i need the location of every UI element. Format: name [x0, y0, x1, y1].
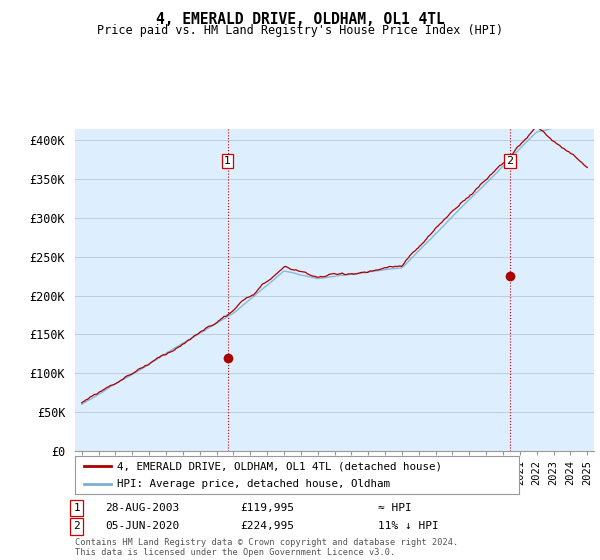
Text: 05-JUN-2020: 05-JUN-2020 — [105, 521, 179, 531]
Text: ≈ HPI: ≈ HPI — [378, 503, 412, 513]
Text: 2: 2 — [506, 156, 514, 166]
Text: 28-AUG-2003: 28-AUG-2003 — [105, 503, 179, 513]
Text: 11% ↓ HPI: 11% ↓ HPI — [378, 521, 439, 531]
Text: 4, EMERALD DRIVE, OLDHAM, OL1 4TL: 4, EMERALD DRIVE, OLDHAM, OL1 4TL — [155, 12, 445, 27]
Text: £224,995: £224,995 — [240, 521, 294, 531]
Text: HPI: Average price, detached house, Oldham: HPI: Average price, detached house, Oldh… — [117, 479, 390, 489]
Text: 1: 1 — [224, 156, 231, 166]
Text: £119,995: £119,995 — [240, 503, 294, 513]
Text: 2: 2 — [73, 521, 80, 531]
Text: 1: 1 — [73, 503, 80, 513]
Text: 4, EMERALD DRIVE, OLDHAM, OL1 4TL (detached house): 4, EMERALD DRIVE, OLDHAM, OL1 4TL (detac… — [117, 461, 442, 471]
Text: Price paid vs. HM Land Registry's House Price Index (HPI): Price paid vs. HM Land Registry's House … — [97, 24, 503, 36]
Text: Contains HM Land Registry data © Crown copyright and database right 2024.
This d: Contains HM Land Registry data © Crown c… — [75, 538, 458, 557]
